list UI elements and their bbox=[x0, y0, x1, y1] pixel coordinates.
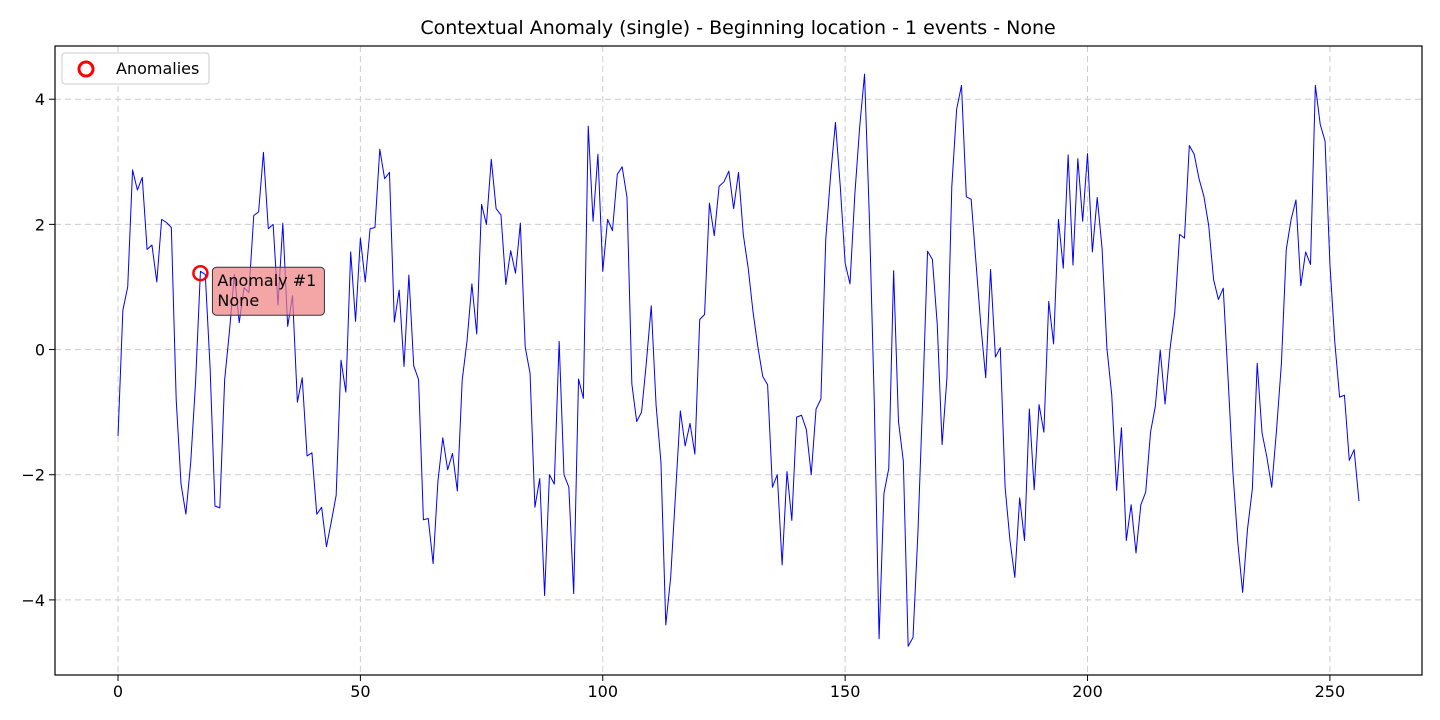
plot-frame bbox=[54, 45, 1423, 676]
anomaly-marker bbox=[192, 264, 209, 282]
x-tick-label: 0 bbox=[113, 682, 123, 701]
legend-anomaly-marker bbox=[77, 60, 95, 78]
x-tick-label: 150 bbox=[830, 682, 861, 701]
series-layer bbox=[117, 73, 1360, 647]
chart-title: Contextual Anomaly (single) - Beginning … bbox=[420, 17, 1055, 39]
anomaly-annotation-detail: None bbox=[217, 291, 259, 310]
legend-box bbox=[61, 52, 210, 85]
x-tick-label: 50 bbox=[350, 682, 370, 701]
y-tick-label: −4 bbox=[21, 591, 45, 610]
x-tick-label: 200 bbox=[1072, 682, 1103, 701]
x-tick-label: 250 bbox=[1315, 682, 1346, 701]
y-tick-label: 2 bbox=[35, 215, 45, 234]
series-line bbox=[117, 73, 1360, 647]
legend: Anomalies bbox=[61, 52, 210, 85]
y-tick-label: −2 bbox=[21, 466, 45, 485]
anomaly-annotation-title: Anomaly #1 bbox=[217, 271, 316, 290]
anomaly-annotation-box bbox=[211, 266, 325, 316]
y-tick-label: 0 bbox=[35, 341, 45, 360]
legend-anomaly-label: Anomalies bbox=[116, 59, 199, 78]
y-tick-label: 4 bbox=[35, 90, 45, 109]
axis-ticks: 0 50 100 150 200 250 −4 −2 0 2 4 bbox=[21, 90, 1345, 701]
grid-lines bbox=[55, 46, 1422, 675]
x-tick-label: 100 bbox=[587, 682, 618, 701]
